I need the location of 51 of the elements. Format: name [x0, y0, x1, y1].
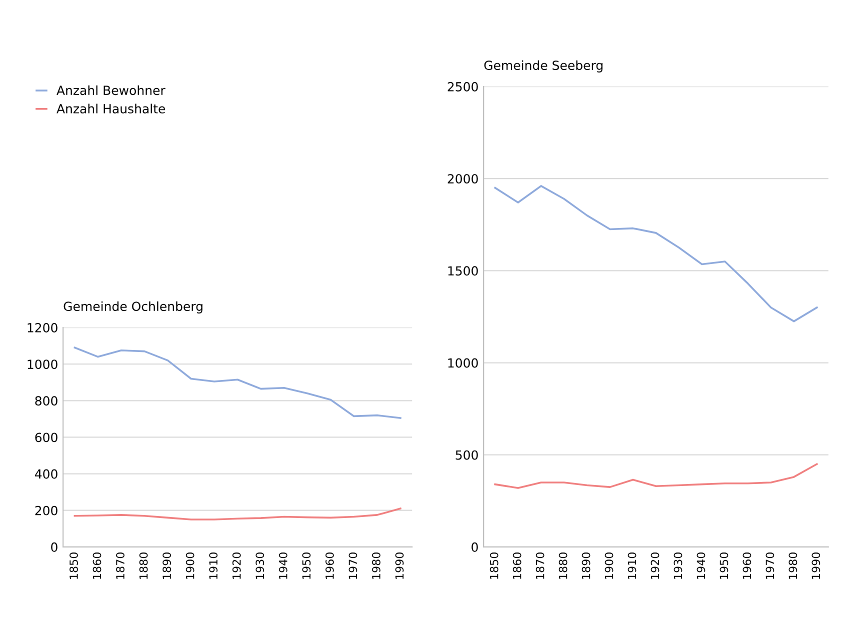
x-tick-label: 1850	[490, 552, 498, 579]
x-tick-label: 1900	[604, 552, 614, 579]
y-tick-label: 500	[456, 450, 478, 460]
x-tick-label: 1950	[720, 552, 728, 579]
y-tick-label: 200	[35, 506, 58, 516]
y-tick-label: 1000	[28, 360, 58, 370]
y-tick-label: 1500	[448, 266, 478, 276]
x-tick-label: 1880	[558, 552, 568, 579]
x-tick-label: 1930	[674, 552, 682, 579]
x-tick-label: 1990	[395, 552, 404, 579]
x-tick-label: 1980	[372, 552, 380, 579]
y-tick-label: 1200	[28, 323, 58, 332]
x-tick-label: 1960	[742, 552, 752, 579]
x-tick-label: 1980	[788, 552, 798, 579]
x-tick-label: 1910	[209, 552, 218, 579]
legend-label: Anzahl Bewohner	[56, 85, 166, 96]
y-tick-label: 0	[472, 542, 478, 552]
line-series	[494, 463, 818, 489]
x-tick-label: 1870	[536, 552, 544, 579]
x-tick-label: 1920	[650, 552, 660, 579]
x-tick-label: 1870	[116, 552, 124, 579]
x-tick-label: 1930	[256, 552, 264, 579]
y-tick-label: 800	[35, 396, 58, 406]
x-tick-label: 1880	[139, 552, 148, 579]
x-tick-label: 1990	[812, 552, 820, 579]
line-series	[74, 346, 402, 419]
x-tick-label: 1970	[348, 552, 358, 579]
x-tick-label: 1940	[278, 552, 288, 579]
x-tick-label: 1860	[92, 552, 102, 579]
y-tick-label: 600	[35, 432, 58, 442]
y-tick-label: 0	[51, 542, 58, 552]
line-series	[74, 508, 402, 520]
x-tick-label: 1890	[162, 552, 172, 579]
x-tick-label: 1960	[325, 552, 334, 579]
y-tick-label: 1000	[448, 358, 478, 368]
x-tick-label: 1910	[628, 552, 636, 579]
x-tick-label: 1950	[302, 552, 311, 579]
y-tick-label: 2000	[448, 174, 478, 184]
x-tick-label: 1890	[582, 552, 590, 579]
x-tick-label: 1920	[232, 552, 241, 579]
x-tick-label: 1970	[766, 552, 774, 579]
chart-title: Gemeinde Ochlenberg	[64, 301, 202, 314]
line-series	[494, 185, 818, 322]
x-tick-label: 1850	[70, 552, 78, 579]
chart-title: Gemeinde Seeberg	[484, 60, 602, 72]
x-tick-label: 1940	[696, 552, 706, 579]
y-tick-label: 2500	[448, 82, 478, 92]
x-tick-label: 1900	[186, 552, 194, 579]
x-tick-label: 1860	[512, 552, 522, 579]
y-tick-label: 400	[34, 469, 58, 479]
legend-label: Anzahl Haushalte	[56, 104, 166, 114]
